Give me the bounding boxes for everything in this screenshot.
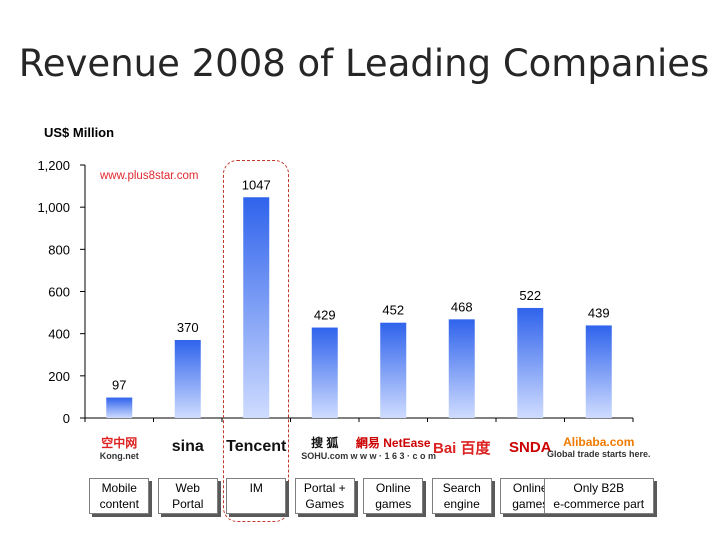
- logo-text: Bai 百度: [432, 439, 491, 457]
- bar-value-label: 97: [112, 378, 126, 393]
- watermark-url: www.plus8star.com: [100, 170, 199, 182]
- category-label-box: Web Portal: [157, 478, 218, 514]
- company-logo-shanda: SNDA: [496, 430, 564, 464]
- bar-baidu: [448, 319, 475, 418]
- logo-subtext: Kong.net: [99, 450, 139, 461]
- company-logo-baidu: Bai 百度: [428, 430, 496, 464]
- bar-value-label: 370: [177, 320, 199, 335]
- company-logo-tencent: Tencent: [222, 430, 290, 464]
- logo-text: Alibaba.com: [563, 435, 635, 449]
- logo-text: 搜 狐: [311, 435, 339, 450]
- bar-sohu: [311, 327, 338, 418]
- tencent-highlight-outline: [223, 160, 289, 522]
- company-logo-sina: sina: [154, 430, 222, 464]
- logo-text: 空中网: [101, 435, 138, 450]
- category-label-box: IM: [226, 478, 287, 514]
- bar-value-label: 522: [519, 288, 541, 303]
- logo-subtext: Tencent: [226, 438, 287, 455]
- bar-value-label: 439: [588, 305, 610, 320]
- bar-kong-net: [106, 397, 133, 418]
- page-title: Revenue 2008 of Leading Companies: [18, 42, 710, 85]
- company-logo-kong-net: 空中网 Kong.net: [85, 430, 153, 464]
- logo-text: 網易 NetEase: [355, 435, 431, 450]
- company-logo-sohu: 搜 狐 SOHU.com: [291, 430, 359, 464]
- y-tick-label: 400: [48, 327, 70, 342]
- y-tick-label: 0: [63, 411, 70, 426]
- logo-subtext: sina: [171, 438, 204, 455]
- logo-subtext: w w w · 1 6 3 · c o m: [350, 450, 437, 461]
- bar-value-label: 452: [382, 303, 404, 318]
- category-label-box: Only B2B e-commerce part: [543, 478, 654, 514]
- bar-value-label: 468: [451, 299, 473, 314]
- bar-alibaba: [585, 325, 612, 418]
- category-label-box: Mobile content: [89, 478, 150, 514]
- y-axis-unit-label: US$ Million: [44, 125, 115, 140]
- bar-value-label: 429: [314, 308, 336, 323]
- bar-value-label: 1047: [242, 177, 271, 192]
- bar-netease: [380, 322, 407, 418]
- y-tick-label: 200: [48, 369, 70, 384]
- company-logo-netease: 網易 NetEase w w w · 1 6 3 · c o m: [350, 430, 436, 464]
- y-tick-label: 1,200: [37, 158, 70, 173]
- logo-subtext: Global trade starts here.: [546, 449, 651, 459]
- category-label-box: Search engine: [431, 478, 492, 514]
- category-label-box: Online games: [363, 478, 424, 514]
- category-label-box: Portal + Games: [294, 478, 355, 514]
- y-tick-label: 800: [48, 242, 70, 257]
- y-tick-label: 600: [48, 285, 70, 300]
- company-logo-alibaba: Alibaba.com Global trade starts here.: [547, 430, 651, 464]
- logo-text: SNDA: [508, 438, 552, 456]
- bar-sina: [174, 339, 201, 418]
- bar-shanda: [517, 307, 544, 418]
- bar-tencent: [243, 197, 270, 418]
- logo-subtext: SOHU.com: [301, 450, 349, 461]
- y-tick-label: 1,000: [37, 200, 70, 215]
